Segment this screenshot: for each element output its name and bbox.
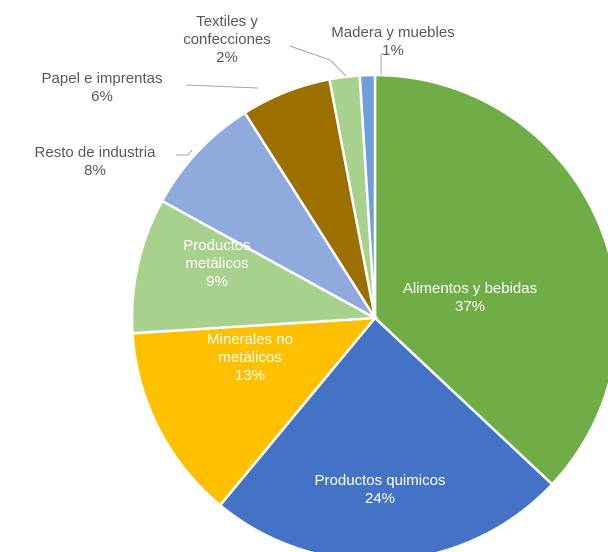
category-label: Productos metálicos xyxy=(183,237,251,272)
pie-slice xyxy=(131,316,378,507)
pie-slice xyxy=(218,316,554,552)
slice-label: Productos metálicos 9% xyxy=(183,237,251,291)
category-label: Resto de industria xyxy=(34,144,156,161)
slice-label: Minerales no metálicos 13% xyxy=(207,331,293,385)
pie-slice xyxy=(160,111,377,320)
value-label: 1% xyxy=(382,42,404,59)
category-label: Productos quimicos xyxy=(314,472,446,489)
pie-slice xyxy=(373,73,608,487)
pie-slice xyxy=(358,73,377,319)
value-label: 2% xyxy=(216,49,238,66)
slice-label: Alimentos y bebidas 37% xyxy=(403,280,537,316)
slice-label: Resto de industria 8% xyxy=(35,144,156,180)
value-label: 6% xyxy=(91,88,113,105)
value-label: 13% xyxy=(234,367,266,384)
value-label: 9% xyxy=(206,273,228,290)
category-label: Minerales no metálicos xyxy=(207,331,293,366)
slice-label: Productos quimicos 24% xyxy=(315,472,446,508)
category-label: Madera y muebles xyxy=(331,24,455,41)
category-label: Textiles y confecciones xyxy=(183,13,271,48)
value-label: 24% xyxy=(364,490,396,507)
value-label: 8% xyxy=(84,162,106,179)
value-label: 37% xyxy=(454,298,486,315)
leader-line xyxy=(176,149,193,156)
slice-label: Madera y muebles 1% xyxy=(331,24,454,60)
pie-slice xyxy=(130,199,380,335)
slice-label: Textiles y confecciones 2% xyxy=(183,13,271,67)
category-label: Papel e imprentas xyxy=(41,70,163,87)
leader-line xyxy=(380,53,384,75)
leader-line xyxy=(185,84,259,89)
slice-label: Papel e imprentas 6% xyxy=(42,70,163,106)
category-label: Alimentos y bebidas xyxy=(402,280,538,297)
leader-line xyxy=(289,45,347,77)
